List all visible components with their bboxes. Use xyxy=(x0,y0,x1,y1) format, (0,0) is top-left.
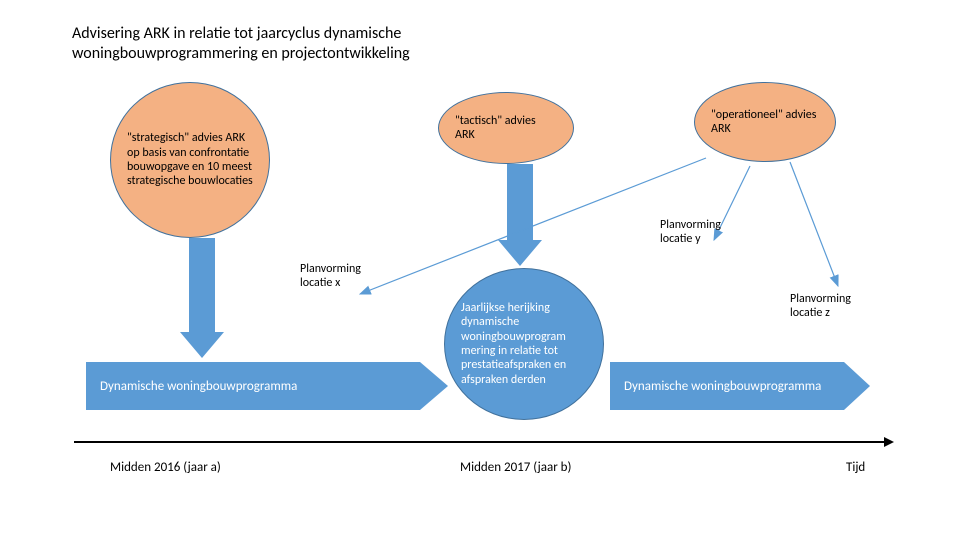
label-planvorming-locatie-x: Planvorminglocatie x xyxy=(300,262,361,291)
thin-arrows-group xyxy=(0,0,960,540)
time-axis-line xyxy=(74,441,884,443)
label-midden-2016: Midden 2016 (jaar a) xyxy=(110,460,221,476)
label-tijd: Tijd xyxy=(846,460,865,476)
ellipse-jaarlijkse-herijking: Jaarlijkse herijking dynamische woningbo… xyxy=(444,268,604,420)
thin-arrow-to-locatie-z xyxy=(790,162,838,286)
diagram-stage: Advisering ARK in relatie tot jaarcyclus… xyxy=(0,0,960,540)
block-arrow-left-text: Dynamische woningbouwprogramma xyxy=(100,379,297,394)
time-axis-arrowhead xyxy=(884,437,894,447)
label-planvorming-locatie-y: Planvorminglocatie y xyxy=(660,218,721,247)
label-planvorming-locatie-z: Planvorminglocatie z xyxy=(790,292,851,321)
block-arrow-right-text: Dynamische woningbouwprogramma xyxy=(624,379,821,394)
block-arrow-programma-left: Dynamische woningbouwprogramma xyxy=(86,362,448,410)
label-midden-2017: Midden 2017 (jaar b) xyxy=(460,460,571,476)
block-arrow-programma-right: Dynamische woningbouwprogramma xyxy=(610,362,870,410)
ellipse-herijking-text: Jaarlijkse herijking dynamische woningbo… xyxy=(461,301,587,387)
